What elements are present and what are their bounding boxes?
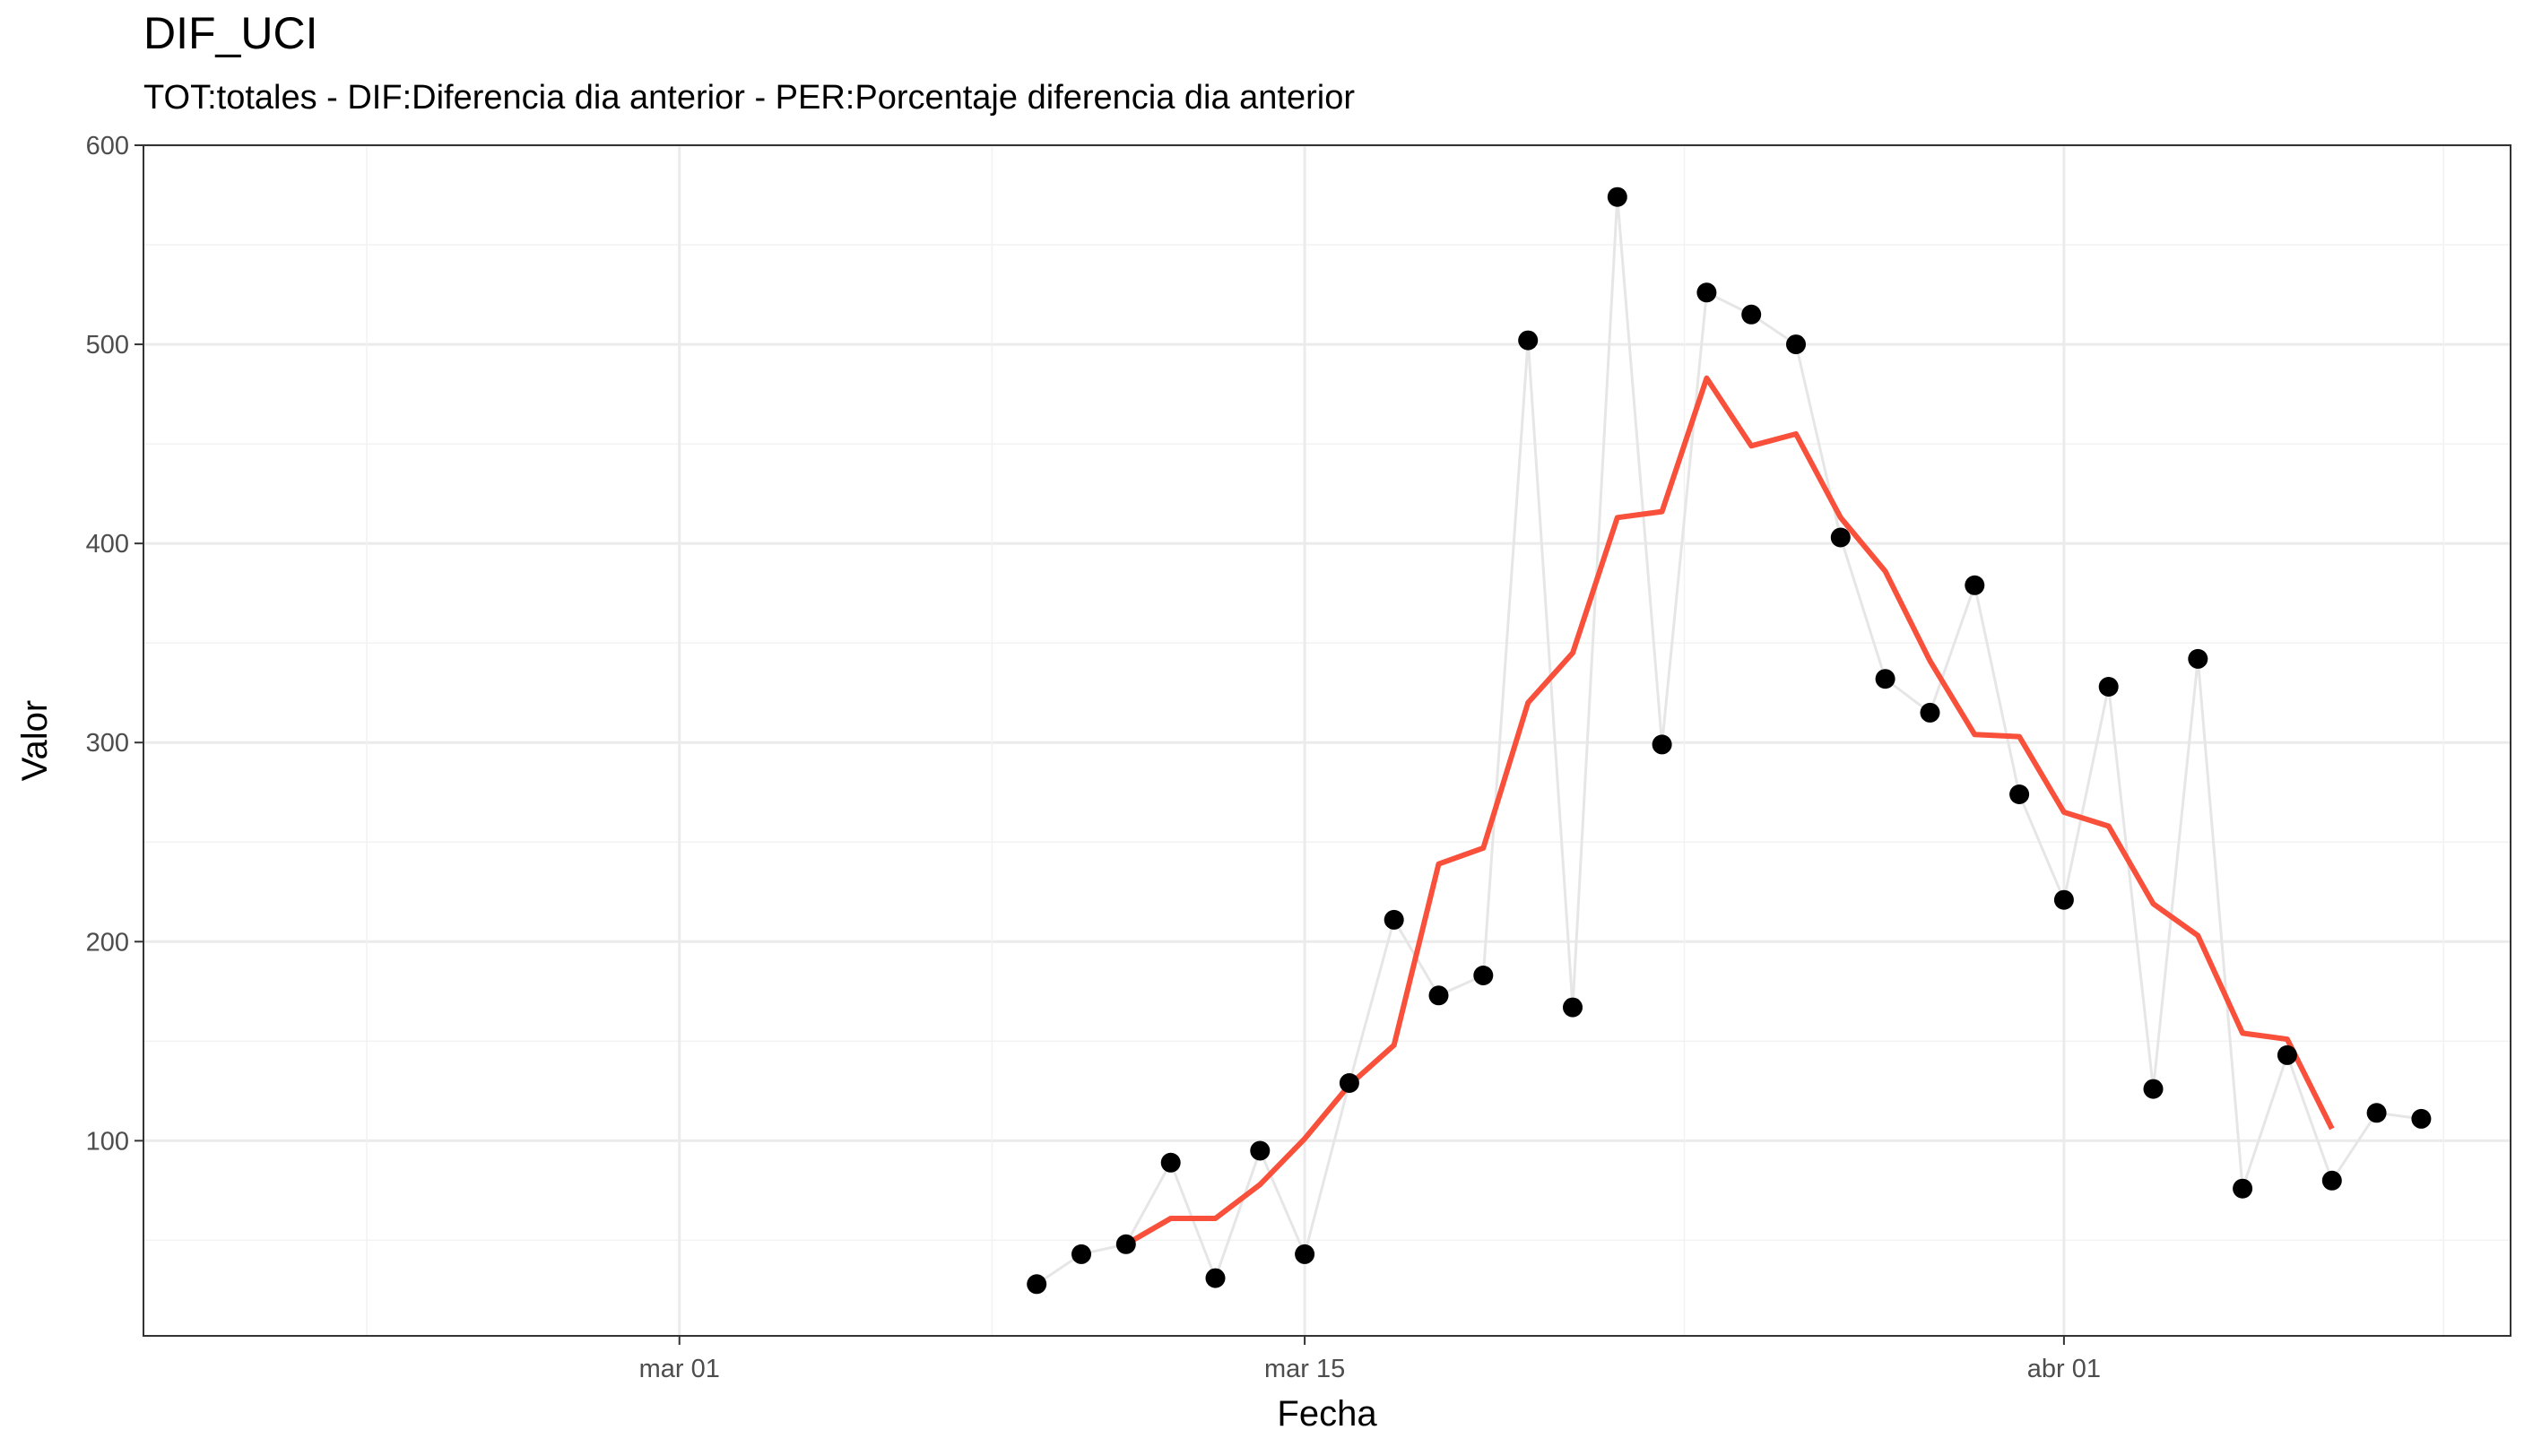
data-point: [2277, 1044, 2297, 1065]
data-point: [1741, 304, 1762, 325]
x-tick-label: mar 01: [639, 1355, 720, 1383]
daily-values-line: [1036, 196, 2422, 1286]
data-point: [1563, 997, 1583, 1018]
data-point: [1205, 1268, 1226, 1288]
x-tick-label: abr 01: [2027, 1355, 2101, 1383]
chart-title: DIF_UCI: [143, 8, 318, 58]
data-point: [2053, 889, 2074, 910]
data-point: [1428, 985, 1449, 1006]
data-point: [1339, 1073, 1359, 1093]
data-point: [1830, 527, 1851, 548]
data-point: [1473, 966, 1494, 985]
axes: 100 200 300 400 500 600 mar 01 mar 15 abr 01: [86, 132, 2101, 1383]
data-point: [2143, 1079, 2164, 1099]
data-point: [1607, 186, 1627, 207]
y-axis-label: Valor: [15, 700, 55, 781]
data-point: [2009, 784, 2030, 804]
y-tick-label: 200: [86, 928, 129, 957]
data-point: [1875, 669, 1895, 689]
panel-border: [143, 144, 2511, 1337]
series-layer: [1027, 186, 2432, 1295]
data-point: [1696, 282, 1717, 303]
y-tick-label: 400: [86, 530, 129, 559]
x-tick-label: mar 15: [1264, 1355, 1345, 1383]
data-point: [1160, 1152, 1181, 1173]
data-point: [1518, 330, 1539, 351]
data-point: [2233, 1178, 2253, 1199]
data-point: [2411, 1108, 2432, 1129]
data-point: [1295, 1244, 1315, 1264]
grid-lines: [143, 143, 2511, 1336]
panel-background: [143, 145, 2511, 1336]
y-tick-label: 300: [86, 729, 129, 758]
data-point: [1786, 334, 1806, 355]
smoothed-line: [1124, 375, 2335, 1247]
data-point: [1652, 734, 1672, 755]
y-tick-label: 100: [86, 1127, 129, 1156]
data-point: [1920, 702, 1940, 723]
data-point: [1071, 1244, 1091, 1264]
x-axis-label: Fecha: [1277, 1394, 1377, 1434]
data-point: [1250, 1140, 1271, 1161]
data-point: [1115, 1234, 1136, 1254]
data-point: [1965, 575, 1985, 595]
data-point: [1384, 909, 1404, 930]
chart-subtitle: TOT:totales - DIF:Diferencia dia anterio…: [143, 79, 1356, 117]
data-point: [2321, 1170, 2342, 1191]
y-tick-label: 500: [86, 331, 129, 360]
data-point: [1027, 1274, 1047, 1295]
data-point: [2366, 1103, 2387, 1123]
data-point: [2098, 677, 2119, 697]
y-tick-label: 600: [86, 132, 129, 160]
data-point: [2188, 648, 2208, 669]
